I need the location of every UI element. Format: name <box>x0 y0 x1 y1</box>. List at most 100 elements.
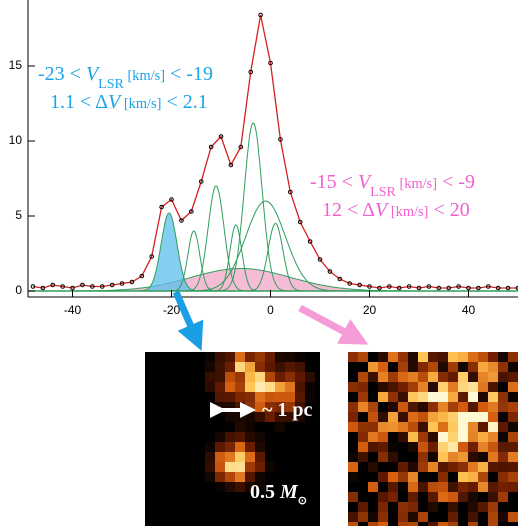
map-pixel <box>205 512 215 522</box>
map-pixel <box>315 412 320 422</box>
map-pixel <box>398 382 408 392</box>
map-pixel <box>448 352 458 362</box>
map-pixel <box>408 412 418 422</box>
map-pixel <box>478 482 488 492</box>
map-pixel <box>468 472 478 482</box>
map-pixel <box>438 512 448 522</box>
map-pixel <box>185 432 195 442</box>
map-pixel <box>205 402 215 412</box>
map-pixel <box>275 352 285 362</box>
map-pixel <box>305 462 315 472</box>
arrow-blue <box>172 290 204 351</box>
map-pixel <box>155 462 165 472</box>
map-pixel <box>358 492 368 502</box>
map-pixel <box>468 502 478 512</box>
data-point <box>139 273 145 279</box>
map-pixel <box>255 352 265 362</box>
map-pixel <box>145 472 155 482</box>
map-pixel <box>488 512 498 522</box>
map-pixel <box>285 422 295 432</box>
map-pixel <box>185 412 195 422</box>
map-pixel <box>195 512 205 522</box>
subscript: LSR <box>98 77 124 92</box>
map-pixel <box>165 522 175 526</box>
map-pixel <box>165 392 175 402</box>
map-pixel <box>185 392 195 402</box>
map-pixel <box>448 442 458 452</box>
map-pixel <box>195 432 205 442</box>
map-pixel <box>418 492 428 502</box>
map-pixel <box>408 352 418 362</box>
map-pixel <box>488 502 498 512</box>
map-pixel <box>155 472 165 482</box>
map-pixel <box>205 452 215 462</box>
data-point <box>30 284 36 289</box>
map-pixel <box>155 392 165 402</box>
map-pixel <box>458 452 468 462</box>
map-pixel <box>185 422 195 432</box>
map-pixel <box>185 402 195 412</box>
data-point <box>179 218 184 223</box>
map-pixel <box>398 462 408 472</box>
map-pixel <box>488 372 498 382</box>
map-pixel <box>378 422 388 432</box>
map-pixel <box>348 372 358 382</box>
map-pixel <box>205 472 215 482</box>
map-pixel <box>348 382 358 392</box>
map-pixel <box>408 442 418 452</box>
map-pixel <box>408 462 418 472</box>
map-pixel <box>438 382 448 392</box>
map-pixel <box>185 452 195 462</box>
map-pixel <box>418 452 428 462</box>
map-pixel <box>305 502 315 512</box>
map-pixel <box>225 362 235 372</box>
data-point <box>317 257 323 262</box>
map-pixel <box>275 472 285 482</box>
map-pixel <box>358 402 368 412</box>
map-pixel <box>155 442 165 452</box>
map-pixel <box>408 362 418 372</box>
map-pixel <box>255 482 265 492</box>
map-pixel <box>165 512 175 522</box>
map-pixel <box>418 442 428 452</box>
map-pixel <box>235 472 245 482</box>
map-pixel <box>315 432 320 442</box>
map-pixel <box>195 412 205 422</box>
map-pixel <box>358 352 368 362</box>
data-point <box>347 281 353 286</box>
map-pixel <box>368 432 378 442</box>
map-pixel <box>398 412 408 422</box>
map-pixel <box>165 372 175 382</box>
map-pixel <box>215 482 225 492</box>
map-pixel <box>275 462 285 472</box>
map-pixel <box>285 512 295 522</box>
map-pixel <box>368 512 378 522</box>
map-pixel <box>225 412 235 422</box>
map-pixel <box>215 472 225 482</box>
map-pixel <box>388 512 398 522</box>
x-tick-label: -20 <box>163 303 181 317</box>
map-pixel <box>468 362 478 372</box>
map-pixel <box>358 502 368 512</box>
map-pixel <box>438 472 448 482</box>
map-pixel <box>488 352 498 362</box>
map-pixel <box>408 452 418 462</box>
map-pixel <box>458 482 468 492</box>
map-pixel <box>378 452 388 462</box>
data-point <box>40 285 46 291</box>
map-pixel <box>195 472 205 482</box>
map-pixel <box>398 512 408 522</box>
map-pixel <box>255 402 265 412</box>
map-pixel <box>285 382 295 392</box>
map-pixel <box>255 382 265 392</box>
map-pixel <box>155 512 165 522</box>
annotation-part: 0.5 <box>250 481 280 503</box>
map-pixel <box>428 372 438 382</box>
map-pixel <box>368 492 378 502</box>
map-pixel <box>508 472 518 482</box>
map-pixel <box>265 432 275 442</box>
map-pixel <box>408 522 418 526</box>
map-pixel <box>145 482 155 492</box>
map-pixel <box>478 392 488 402</box>
map-pixel <box>358 392 368 402</box>
